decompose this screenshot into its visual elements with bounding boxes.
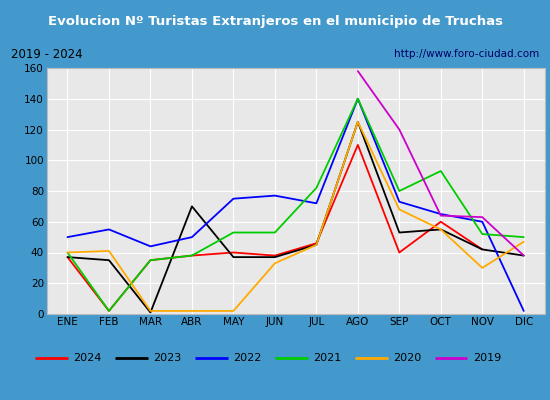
- Text: 2019: 2019: [473, 353, 501, 363]
- Text: 2019 - 2024: 2019 - 2024: [11, 48, 82, 61]
- Text: 2024: 2024: [74, 353, 102, 363]
- Text: 2020: 2020: [393, 353, 421, 363]
- Text: 2023: 2023: [153, 353, 182, 363]
- Text: http://www.foro-ciudad.com: http://www.foro-ciudad.com: [394, 49, 539, 59]
- Text: Evolucion Nº Turistas Extranjeros en el municipio de Truchas: Evolucion Nº Turistas Extranjeros en el …: [47, 14, 503, 28]
- Text: 2021: 2021: [313, 353, 342, 363]
- Text: 2022: 2022: [233, 353, 262, 363]
